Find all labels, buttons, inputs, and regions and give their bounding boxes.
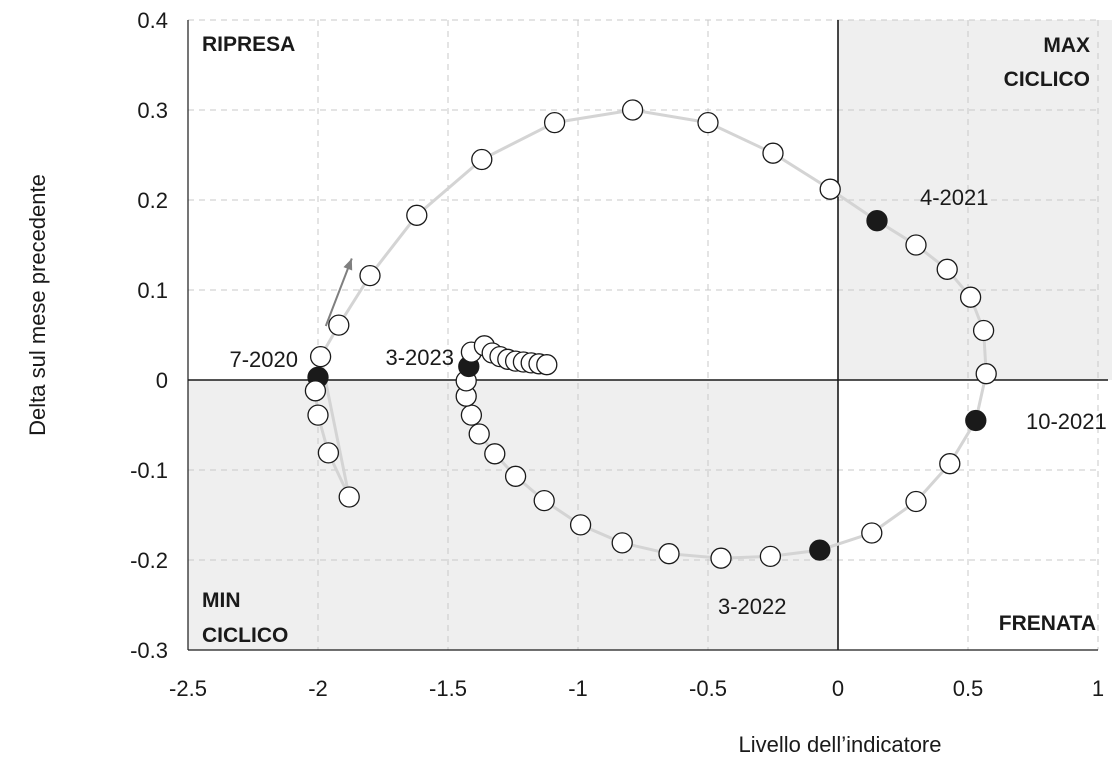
y-tick-label: -0.2: [130, 548, 168, 573]
data-point-18: [959, 286, 982, 308]
shade-bottom-left: [188, 380, 838, 650]
quadrant-shading: [188, 20, 1112, 650]
data-point-7: [359, 264, 381, 287]
data-point-9: [471, 148, 493, 171]
data-point-22: [939, 453, 961, 475]
point-labels: 7-2020 4-2021 10-2021 3-2022 3-2023: [229, 185, 1106, 619]
data-point-13: [762, 142, 784, 164]
axes: [187, 20, 1108, 651]
point-label: 7-2020: [229, 347, 298, 372]
data-point-20: [975, 363, 997, 385]
tick-labels: -2.5 -2 -1.5 -1 -0.5 0 0.5 1 -0.3 -0.2 -0.1 0 0.1 0.2…: [130, 8, 1104, 701]
highlighted-point-25: [809, 539, 831, 561]
data-point-32: [504, 465, 527, 487]
data-point-3: [317, 442, 340, 464]
highlighted-point-15: [866, 210, 888, 232]
quadrant-label: MAX: [1043, 34, 1090, 57]
x-tick-label: -1.5: [429, 676, 467, 701]
data-point-10: [543, 111, 566, 134]
data-point-6: [328, 314, 350, 336]
quadrant-label: CICLICO: [1004, 68, 1090, 91]
quadrant-label: CICLICO: [202, 624, 288, 647]
data-point-29: [611, 532, 633, 554]
data-point-8: [406, 204, 428, 226]
y-tick-label: 0.4: [137, 8, 168, 33]
data-point-11: [621, 99, 644, 121]
data-point-14: [819, 178, 841, 200]
x-axis-label: Livello dell’indicatore: [738, 732, 941, 757]
quadrant-label: RIPRESA: [202, 33, 295, 56]
arrow-head-icon: [343, 258, 353, 271]
direction-arrow: [324, 258, 353, 327]
x-tick-label: -0.5: [689, 676, 727, 701]
quadrant-label: MIN: [202, 589, 241, 612]
data-point-34: [468, 423, 490, 445]
data-point-19: [972, 319, 995, 342]
y-tick-label: 0.3: [137, 98, 168, 123]
highlighted-point-21: [965, 409, 987, 432]
x-tick-label: -2: [308, 676, 328, 701]
data-point-27: [710, 547, 732, 569]
data-point-31: [533, 489, 555, 512]
x-tick-label: 0: [832, 676, 844, 701]
y-tick-label: 0: [156, 368, 168, 393]
point-label: 3-2023: [385, 345, 454, 370]
data-point-30: [569, 514, 592, 536]
y-tick-label: -0.1: [130, 458, 168, 483]
data-point-17: [936, 258, 958, 280]
data-point-2: [307, 404, 329, 426]
y-tick-label: 0.1: [137, 278, 168, 303]
data-point-4: [338, 486, 360, 508]
data-point-33: [484, 443, 506, 465]
arrow-shaft: [324, 258, 353, 327]
x-tick-label: 1: [1092, 676, 1104, 701]
data-point-26: [759, 545, 782, 568]
data-point-12: [697, 111, 719, 134]
quadrant-label: FRENATA: [999, 612, 1096, 635]
data-point-24: [861, 522, 883, 544]
x-tick-label: -1: [568, 676, 588, 701]
series-points: [304, 99, 997, 569]
point-label: 10-2021: [1026, 409, 1107, 434]
x-tick-label: -2.5: [169, 676, 207, 701]
data-point-1: [304, 380, 327, 402]
data-point-28: [658, 543, 680, 565]
data-point-48: [536, 354, 558, 376]
x-tick-label: 0.5: [953, 676, 984, 701]
data-point-16: [905, 234, 927, 256]
y-tick-label: -0.3: [130, 638, 168, 663]
point-label: 4-2021: [920, 185, 989, 210]
data-point-23: [905, 490, 927, 513]
y-axis-label: Delta sul mese precedente: [25, 174, 50, 436]
y-tick-label: 0.2: [137, 188, 168, 213]
point-label: 3-2022: [718, 594, 787, 619]
data-point-5: [309, 345, 332, 368]
data-point-35: [460, 404, 483, 426]
quadrant-labels: RIPRESA MAX CICLICO MIN CICLICO FRENATA: [202, 33, 1096, 647]
